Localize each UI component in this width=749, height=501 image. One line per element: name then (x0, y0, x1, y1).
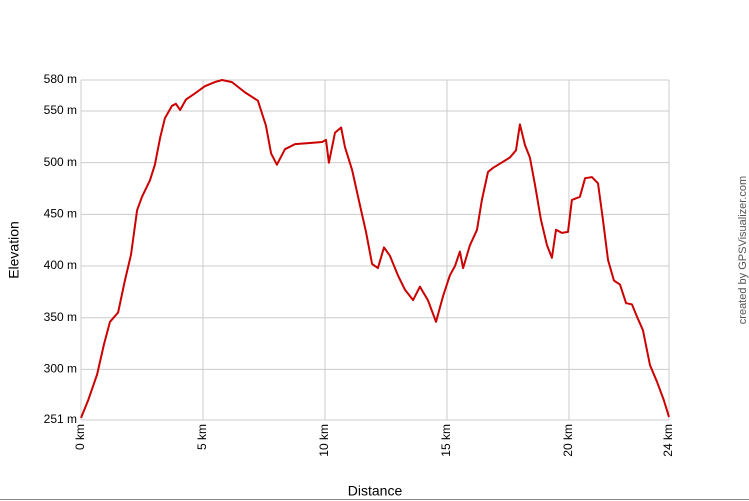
y-tick-label: 251 m (44, 412, 77, 426)
x-tick-label: 24 km (661, 424, 675, 457)
x-axis-label: Distance (348, 483, 403, 499)
y-tick-label: 450 m (44, 207, 77, 221)
y-tick-label: 350 m (44, 310, 77, 324)
x-tick-label: 10 km (317, 424, 331, 457)
x-tick-label: 20 km (561, 424, 575, 457)
y-axis-label: Elevation (6, 221, 22, 279)
x-tick-label: 5 km (195, 424, 209, 450)
y-tick-label: 300 m (44, 362, 77, 376)
credit: created by GPSVisualizer.com (737, 176, 749, 324)
y-tick-label: 400 m (44, 258, 77, 272)
x-tick-label: 15 km (439, 424, 453, 457)
y-tick-label: 550 m (44, 103, 77, 117)
y-tick-label: 580 m (44, 72, 77, 86)
x-tick-label: 0 km (73, 424, 87, 450)
elevation-line (80, 79, 670, 419)
y-tick-label: 500 m (44, 155, 77, 169)
